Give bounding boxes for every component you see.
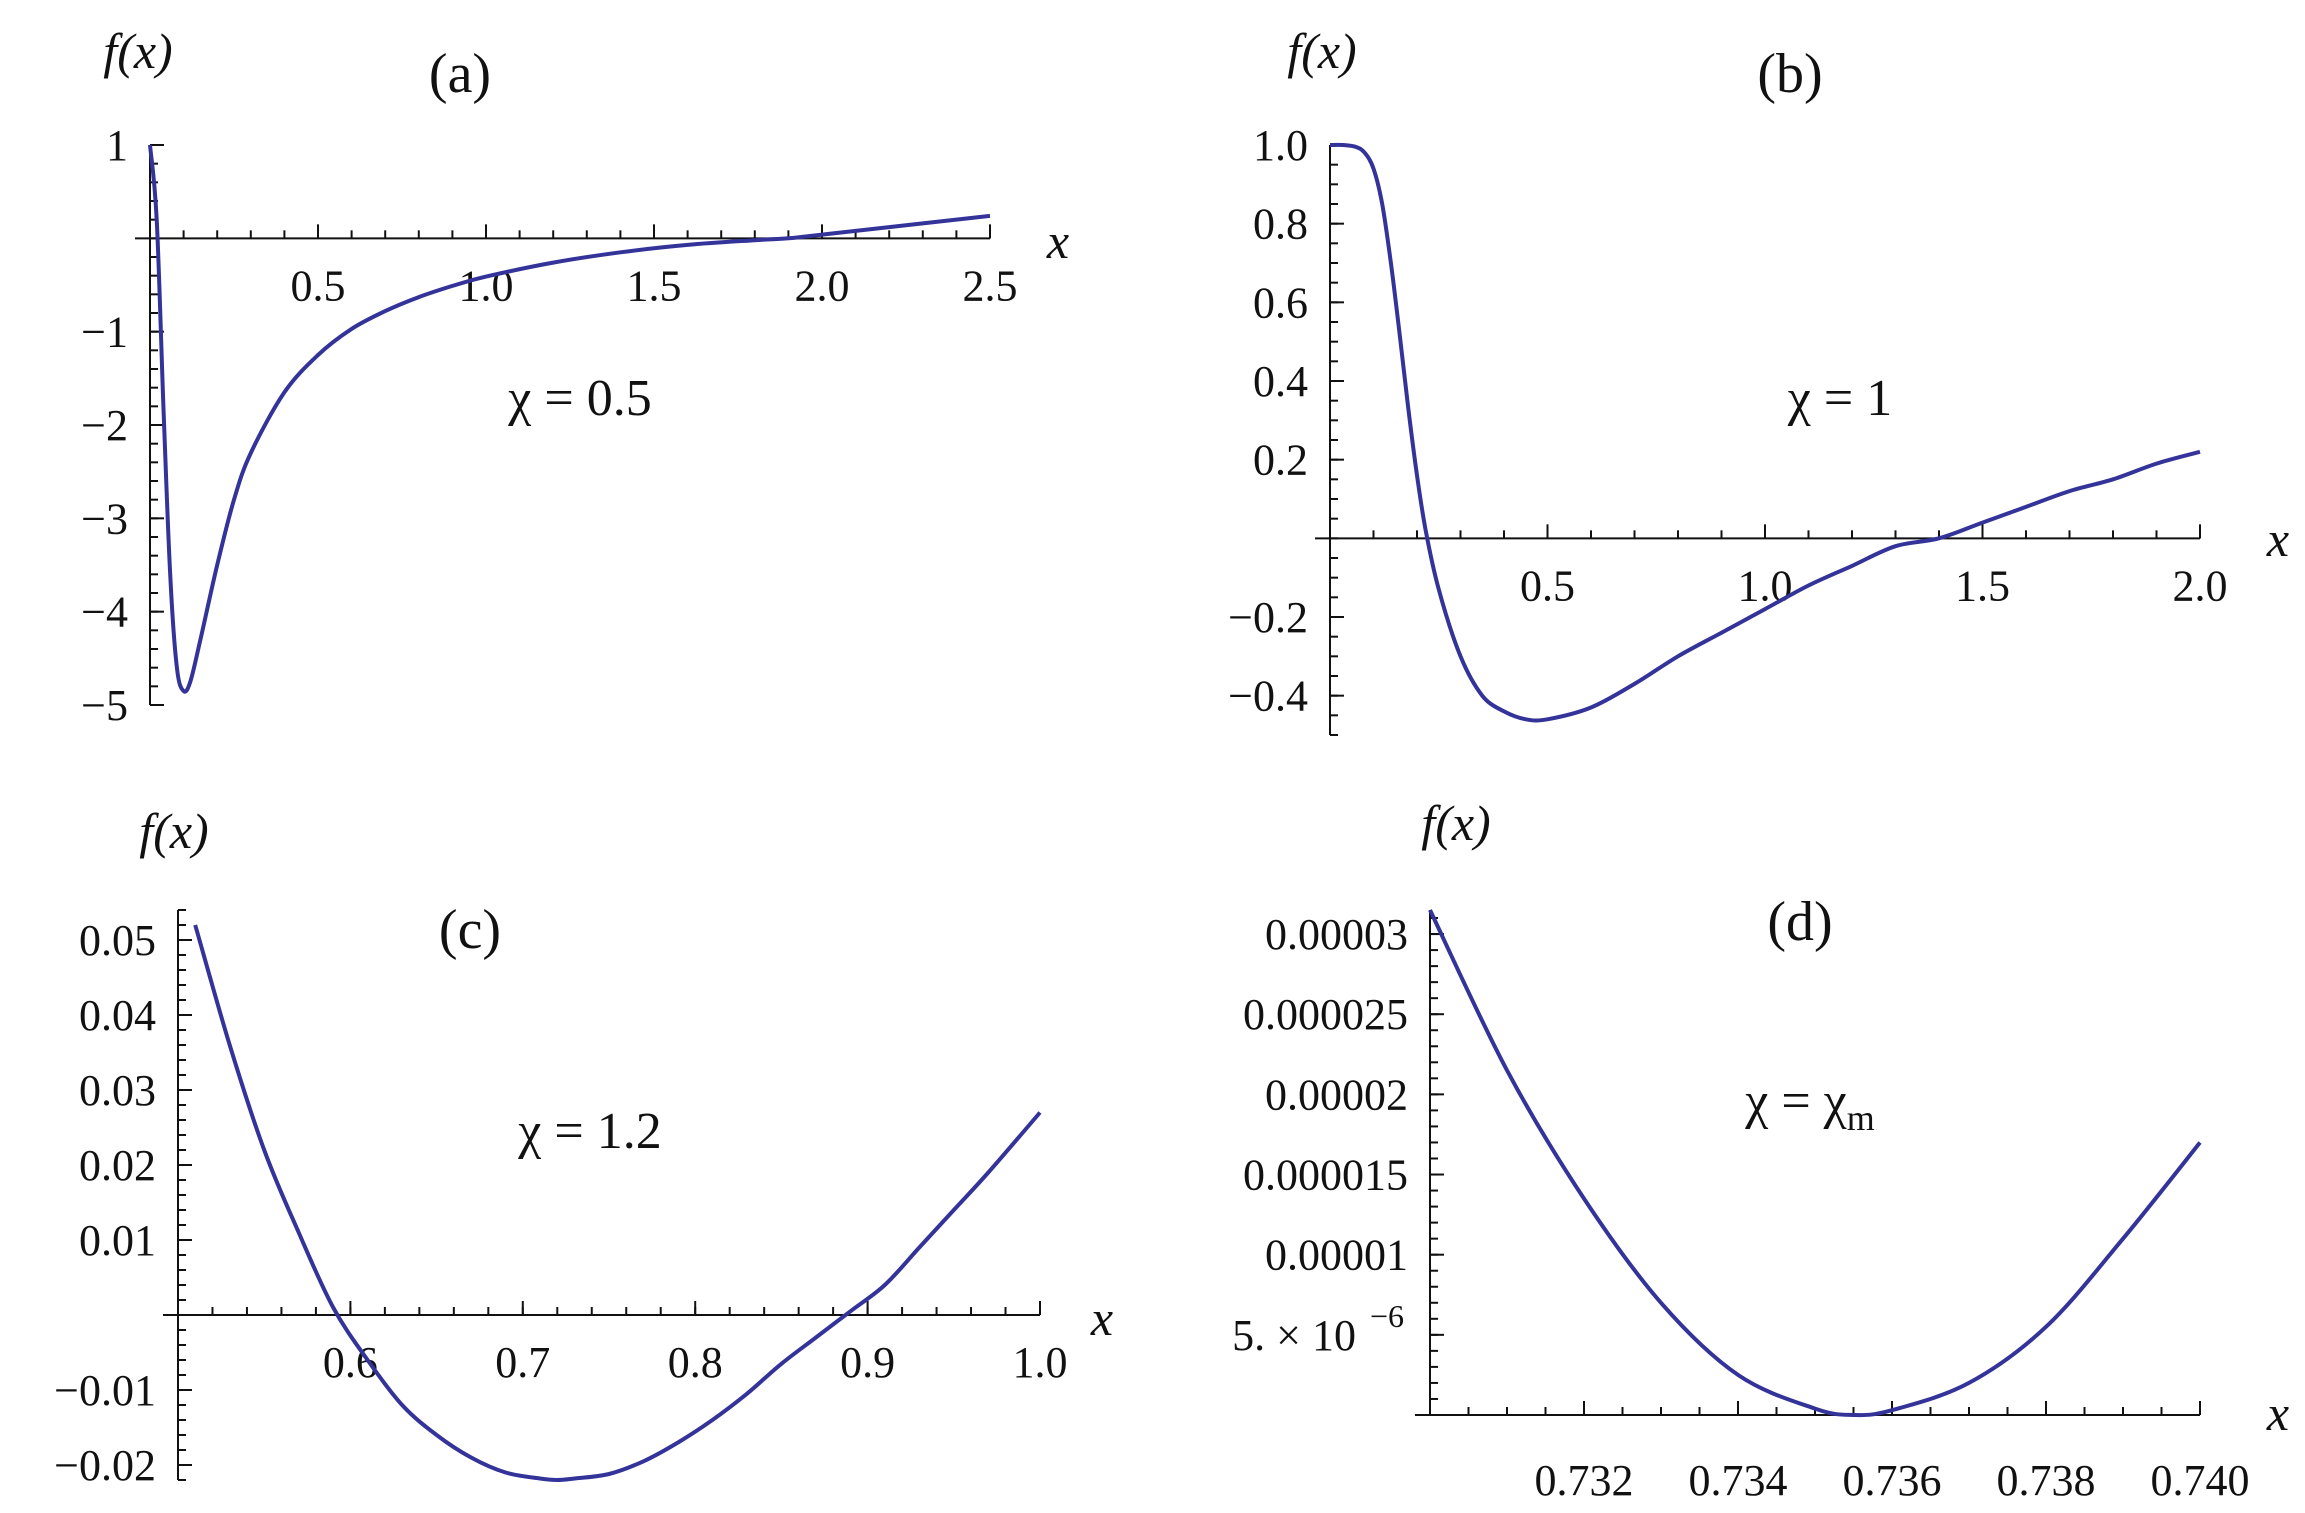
y-tick-label: 1: [106, 121, 128, 170]
y-tick-exponent: −6: [1370, 1298, 1404, 1334]
panel-c: 0.6 0.7 0.8 0.9 1.00.050.040.030.020.01−0.01…: [54, 803, 1113, 1490]
x-tick-label: 0.732: [1535, 1456, 1634, 1505]
y-tick-label: −3: [81, 494, 128, 543]
panel-b: 0.5 1.0 1.5 2.01.00.80.60.40.2−0.2−0.4 (b) …: [1228, 23, 2289, 736]
panel-a-xlabel: x: [1046, 213, 1069, 269]
y-tick-label: 0.2: [1253, 436, 1308, 485]
series-line: [193, 924, 1042, 1483]
panel-c-xlabel: x: [1090, 1290, 1113, 1346]
x-tick-label: 1.0: [1013, 1338, 1068, 1387]
panel-a-ylabel: f(x): [103, 23, 172, 79]
panel-d-axes: 0.732 0.734 0.736 0.738 0.7400.000030.000025…: [1232, 910, 2250, 1505]
x-tick-label: 0.5: [1520, 561, 1575, 610]
y-tick-label: −5: [81, 681, 128, 730]
y-tick-label: 1.0: [1253, 121, 1308, 170]
y-tick-label: −0.02: [54, 1441, 156, 1490]
y-tick-label: 0.6: [1253, 278, 1308, 327]
panel-c-annotation: χ = 1.2: [517, 1103, 661, 1160]
panel-c-curves: [193, 924, 1042, 1483]
y-tick-label: 5. × 10: [1232, 1311, 1356, 1360]
y-tick-label: 0.03: [79, 1066, 156, 1115]
y-tick-label: 0.000015: [1243, 1151, 1408, 1200]
y-tick-label: −4: [81, 588, 128, 637]
panel-b-curves: [1329, 142, 2201, 723]
x-tick-label: 1.5: [1955, 561, 2010, 610]
y-tick-label: 0.8: [1253, 200, 1308, 249]
x-tick-label: 1.0: [1738, 561, 1793, 610]
panel-d-xlabel: x: [2266, 1385, 2289, 1441]
y-tick-label: 0.4: [1253, 357, 1308, 406]
y-tick-label: 0.00003: [1265, 910, 1408, 959]
x-tick-label: 0.736: [1843, 1456, 1942, 1505]
x-tick-label: 0.9: [840, 1338, 895, 1387]
panel-b-axes: 0.5 1.0 1.5 2.0 1.0 0.8 0.6 0.4 0.2 −0.2 −0.4: [1228, 121, 2228, 736]
panel-d-curves: [1428, 909, 2202, 1418]
x-tick-label: 2.5: [963, 261, 1018, 310]
panel-c-label: (c): [439, 899, 501, 961]
y-tick-label: 0.000025: [1243, 990, 1408, 1039]
x-tick-label: 0.734: [1689, 1456, 1788, 1505]
panel-c-ylabel: f(x): [139, 803, 208, 859]
panel-a-curves: [148, 144, 991, 694]
x-tick-label: 2.0: [795, 261, 850, 310]
panel-d-annotation-sub: m: [1847, 1098, 1875, 1138]
y-tick-label: −1: [81, 308, 128, 357]
panel-b-label: (b): [1757, 43, 1822, 105]
y-tick-label: 0.00001: [1265, 1231, 1408, 1280]
x-tick-label: 0.738: [1997, 1456, 2096, 1505]
panel-c-axes: 0.6 0.7 0.8 0.9 1.00.050.040.030.020.01−0.01…: [54, 909, 1068, 1490]
series-line: [148, 144, 991, 694]
y-tick-label: −2: [81, 401, 128, 450]
panel-d-annotation-main: χ = χ: [1744, 1073, 1847, 1130]
panel-d-annotation: χ = χm: [1744, 1073, 1875, 1138]
panel-b-annotation: χ = 1: [1787, 370, 1892, 427]
panel-d-label: (d): [1767, 891, 1832, 953]
panel-a-label: (a): [429, 43, 491, 105]
panel-d-ylabel: f(x): [1421, 795, 1490, 851]
series-line: [1329, 142, 2201, 723]
y-tick-label: −0.01: [54, 1366, 156, 1415]
panel-d: 0.732 0.734 0.736 0.738 0.7400.000030.000025…: [1232, 795, 2289, 1505]
panel-b-xlabel: x: [2266, 511, 2289, 567]
x-tick-label: 0.8: [668, 1338, 723, 1387]
x-tick-label: 1.0: [459, 261, 514, 310]
series-line: [1428, 909, 2202, 1418]
panel-a: 0.5 1.0 1.5 2.0 2.5 1 −1 −2 −3 −4 −5 (a) χ = 0.5 x…: [81, 23, 1069, 730]
y-tick-label: 0.00002: [1265, 1070, 1408, 1119]
y-tick-label: 0.01: [79, 1216, 156, 1265]
x-tick-label: 0.7: [495, 1338, 550, 1387]
x-tick-label: 0.740: [2151, 1456, 2250, 1505]
y-tick-label: −0.4: [1228, 672, 1308, 721]
x-tick-label: 2.0: [2173, 561, 2228, 610]
y-tick-label: 0.05: [79, 916, 156, 965]
y-tick-label: 0.04: [79, 991, 156, 1040]
y-tick-label: 0.02: [79, 1141, 156, 1190]
panel-a-annotation: χ = 0.5: [507, 370, 651, 427]
x-tick-label: 0.5: [291, 261, 346, 310]
panel-b-ylabel: f(x): [1287, 23, 1356, 79]
x-tick-label: 1.5: [627, 261, 682, 310]
y-tick-label: −0.2: [1228, 593, 1308, 642]
